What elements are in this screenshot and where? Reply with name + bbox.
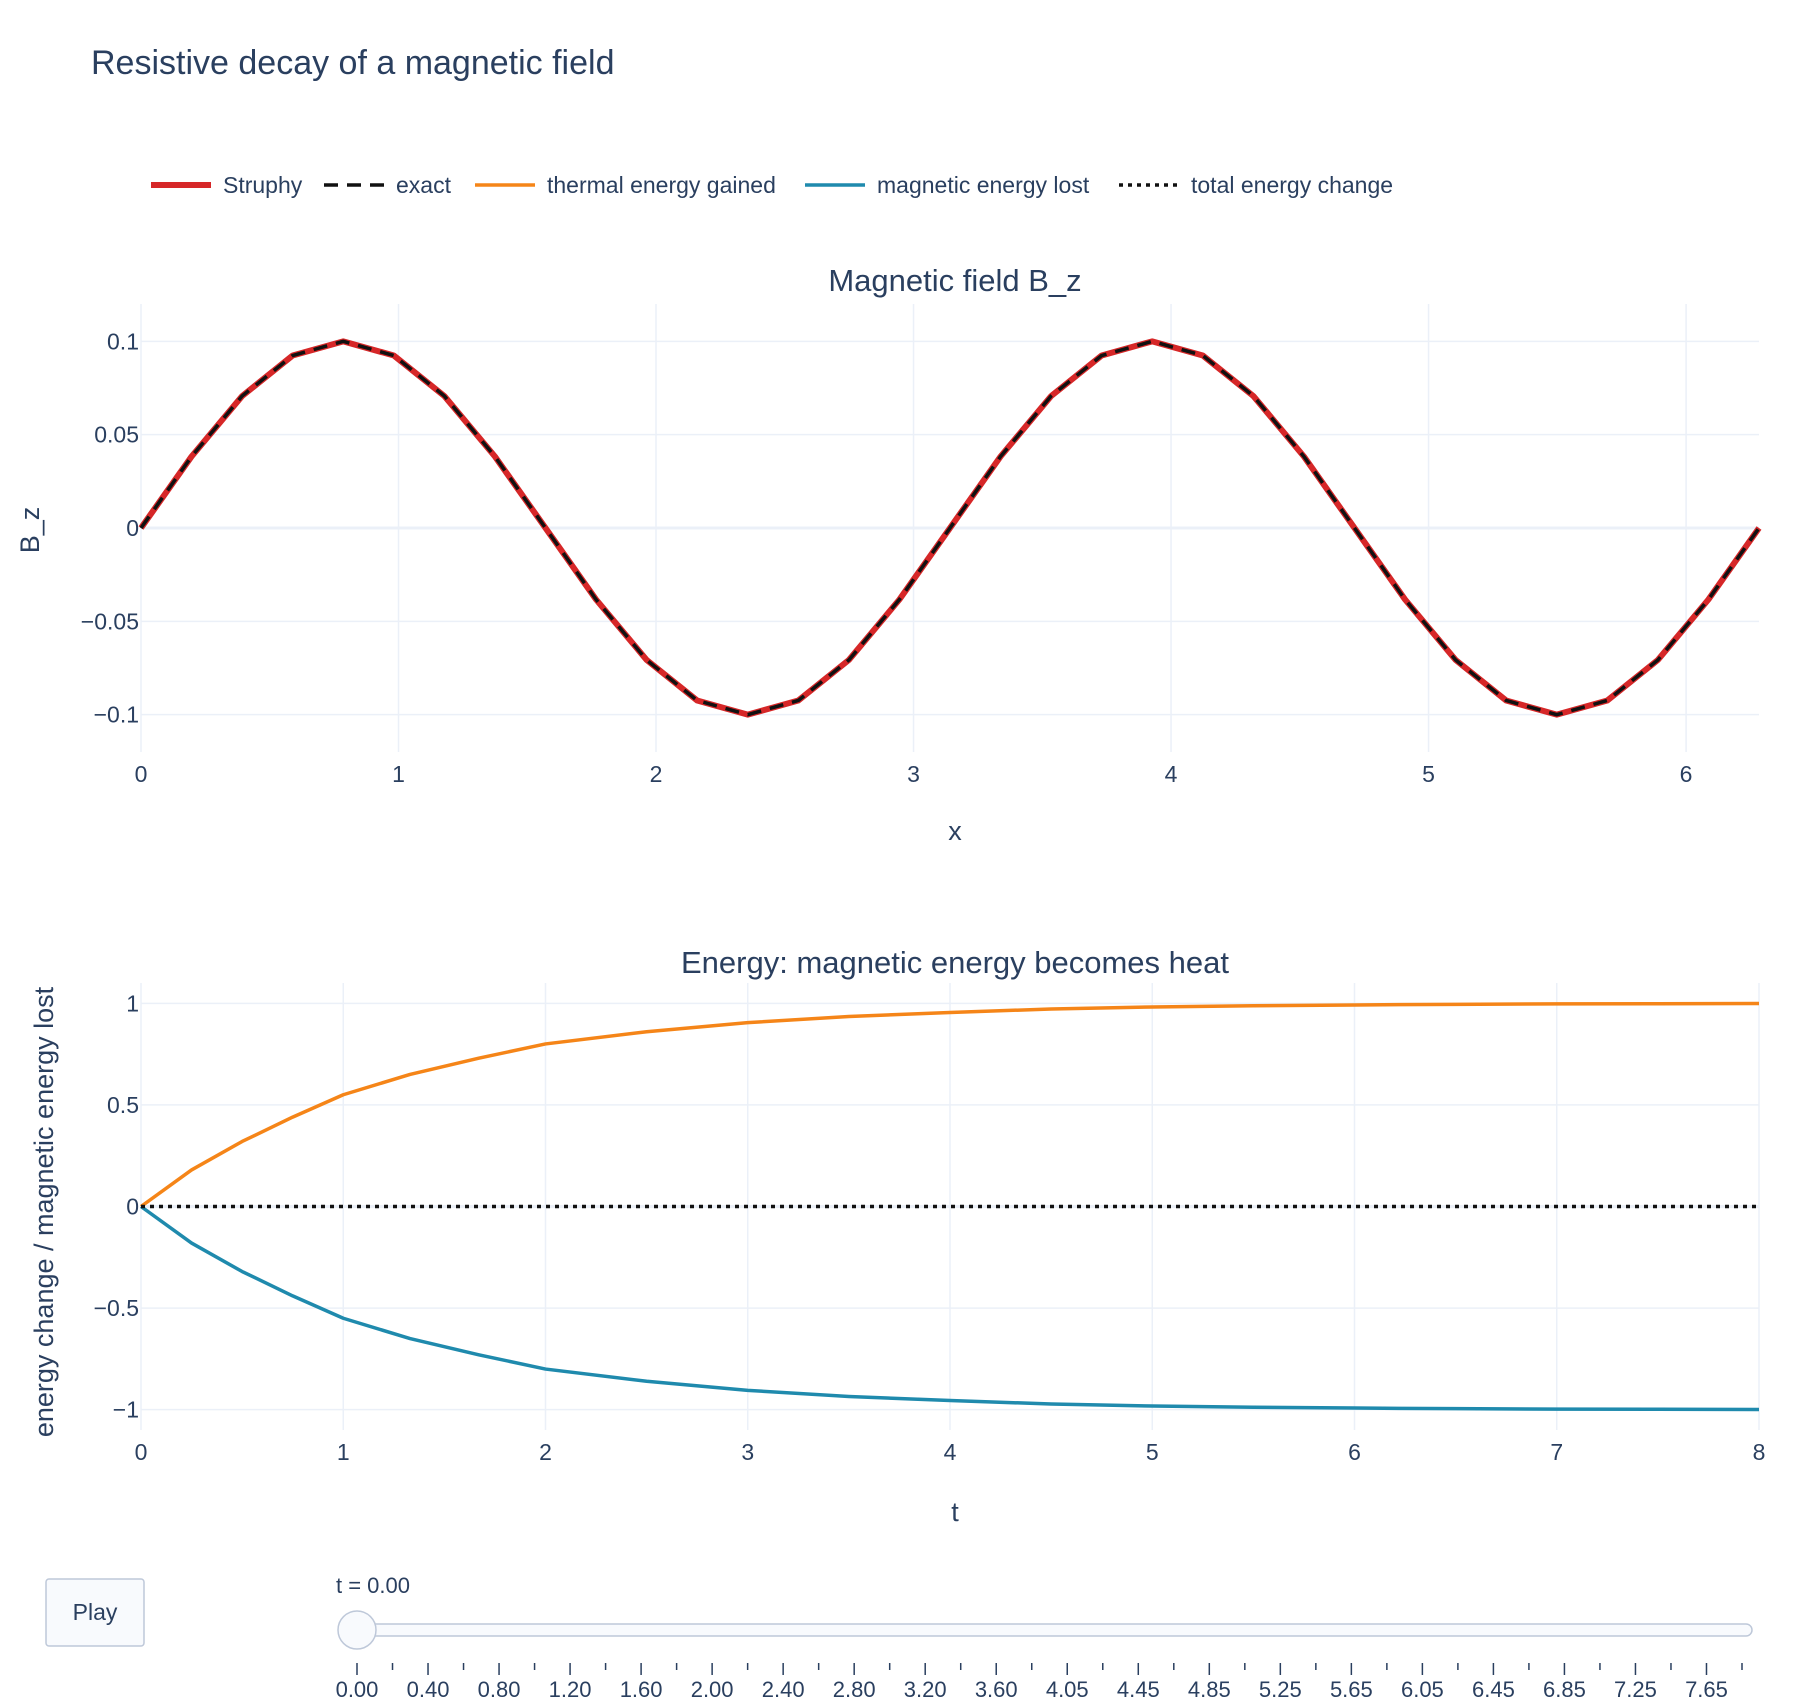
y-tick-label: 0.5 (107, 1092, 139, 1118)
play-button-label: Play (73, 1599, 118, 1625)
x-tick-label: 2 (650, 761, 663, 787)
slider-handle[interactable] (337, 1610, 377, 1650)
y-axis-title-energy: energy change / magnetic energy lost (29, 986, 59, 1437)
slider-tick-label: 5.25 (1259, 1677, 1302, 1700)
slider-tick-label: 0.80 (478, 1677, 521, 1700)
x-axis-title-energy: t (951, 1497, 959, 1527)
x-tick-label: 1 (392, 761, 405, 787)
x-tick-label: 3 (741, 1439, 754, 1465)
slider-tick-label: 4.45 (1117, 1677, 1160, 1700)
y-axis-title-magnetic-field: B_z (15, 507, 45, 554)
x-tick-label: 5 (1422, 761, 1435, 787)
legend-item-struphy[interactable]: Struphy (151, 172, 303, 198)
legend-label: total energy change (1191, 172, 1393, 198)
legend-item-exact[interactable]: exact (324, 172, 452, 198)
series-group-energy (139, 1001, 1760, 1412)
legend-item-thermal-energy-gained[interactable]: thermal energy gained (475, 172, 776, 198)
legend-label: thermal energy gained (547, 172, 776, 198)
x-tick-label: 6 (1348, 1439, 1361, 1465)
plot-magnetic-field: Magnetic field B_z 0 1 2 3 4 5 6 0.1 0.05 0 −0.05 −… (15, 263, 1762, 846)
slider-tick-label: 1.60 (620, 1677, 663, 1700)
y-tick-label: 1 (126, 990, 139, 1016)
slider-current-value: t = 0.00 (336, 1573, 410, 1598)
time-slider[interactable]: t = 0.00 0.00 0.40 0.80 1.20 1.60 2.00 2.40 2.8… (336, 1573, 1753, 1700)
y-tick-label: −0.05 (81, 608, 139, 634)
x-tick-label: 2 (539, 1439, 552, 1465)
series-group-magnetic-field (138, 338, 1762, 718)
slider-tick-label: 7.25 (1614, 1677, 1657, 1700)
slider-tick-label: 4.85 (1188, 1677, 1231, 1700)
y-tick-label: −1 (113, 1397, 139, 1423)
x-tick-label: 7 (1550, 1439, 1563, 1465)
plot-energy: Energy: magnetic energy becomes heat 0 1 2… (29, 945, 1765, 1527)
slider-tick-label: 6.05 (1401, 1677, 1444, 1700)
x-tick-label: 4 (1165, 761, 1178, 787)
ticks-energy: 0 1 2 3 4 5 6 7 8 1 0.5 0 −0.5 −1 (94, 990, 1766, 1465)
slider-tick-label: 4.05 (1046, 1677, 1089, 1700)
slider-tick-label: 2.80 (833, 1677, 876, 1700)
slider-tick-label: 0.00 (336, 1677, 379, 1700)
figure-title: Resistive decay of a magnetic field (91, 44, 614, 82)
slider-tick-label: 1.20 (549, 1677, 592, 1700)
x-tick-label: 6 (1680, 761, 1693, 787)
x-tick-label: 8 (1753, 1439, 1766, 1465)
y-tick-label: 0 (126, 1194, 139, 1220)
y-tick-label: 0.05 (94, 422, 139, 448)
slider-tick-label: 6.85 (1543, 1677, 1586, 1700)
slider-tick-label: 3.60 (975, 1677, 1018, 1700)
slider-tick-label: 0.40 (407, 1677, 450, 1700)
x-tick-label: 1 (337, 1439, 350, 1465)
slider-tick-label: 2.40 (762, 1677, 805, 1700)
x-tick-label: 4 (944, 1439, 957, 1465)
grid-energy (140, 983, 1760, 1430)
plot-title-energy: Energy: magnetic energy becomes heat (681, 945, 1229, 980)
series-line-magnetic-energy-lost (139, 1205, 1760, 1412)
slider-tick-label: 5.65 (1330, 1677, 1373, 1700)
y-tick-label: 0.1 (107, 328, 139, 354)
ticks-magnetic-field: 0 1 2 3 4 5 6 0.1 0.05 0 −0.05 −0.1 (81, 328, 1693, 787)
x-tick-label: 3 (907, 761, 920, 787)
slider-tick-label: 6.45 (1472, 1677, 1515, 1700)
legend-label: exact (396, 172, 452, 198)
legend-item-magnetic-energy-lost[interactable]: magnetic energy lost (805, 172, 1090, 198)
legend-item-total-energy-change[interactable]: total energy change (1119, 172, 1393, 198)
x-tick-label: 0 (135, 1439, 148, 1465)
slider-tick-label: 2.00 (691, 1677, 734, 1700)
play-button[interactable]: Play (45, 1578, 145, 1647)
slider-rail[interactable] (339, 1623, 1753, 1637)
x-tick-label: 5 (1146, 1439, 1159, 1465)
plot-title-magnetic-field: Magnetic field B_z (828, 263, 1081, 298)
legend-label: Struphy (223, 172, 303, 198)
legend-label: magnetic energy lost (877, 172, 1090, 198)
series-line-thermal-energy-gained (139, 1001, 1760, 1208)
slider-ticks: 0.00 0.40 0.80 1.20 1.60 2.00 2.40 2.80 3.20 3.60… (336, 1663, 1743, 1700)
series-line-exact (139, 339, 1761, 717)
slider-tick-label: 3.20 (904, 1677, 947, 1700)
y-tick-label: 0 (126, 515, 139, 541)
y-tick-label: −0.5 (94, 1295, 139, 1321)
x-tick-label: 0 (135, 761, 148, 787)
x-axis-title-magnetic-field: x (948, 816, 962, 846)
slider-tick-label: 7.65 (1685, 1677, 1728, 1700)
legend[interactable]: Struphy exact thermal energy gained magneti… (151, 172, 1393, 198)
y-tick-label: −0.1 (94, 702, 139, 728)
